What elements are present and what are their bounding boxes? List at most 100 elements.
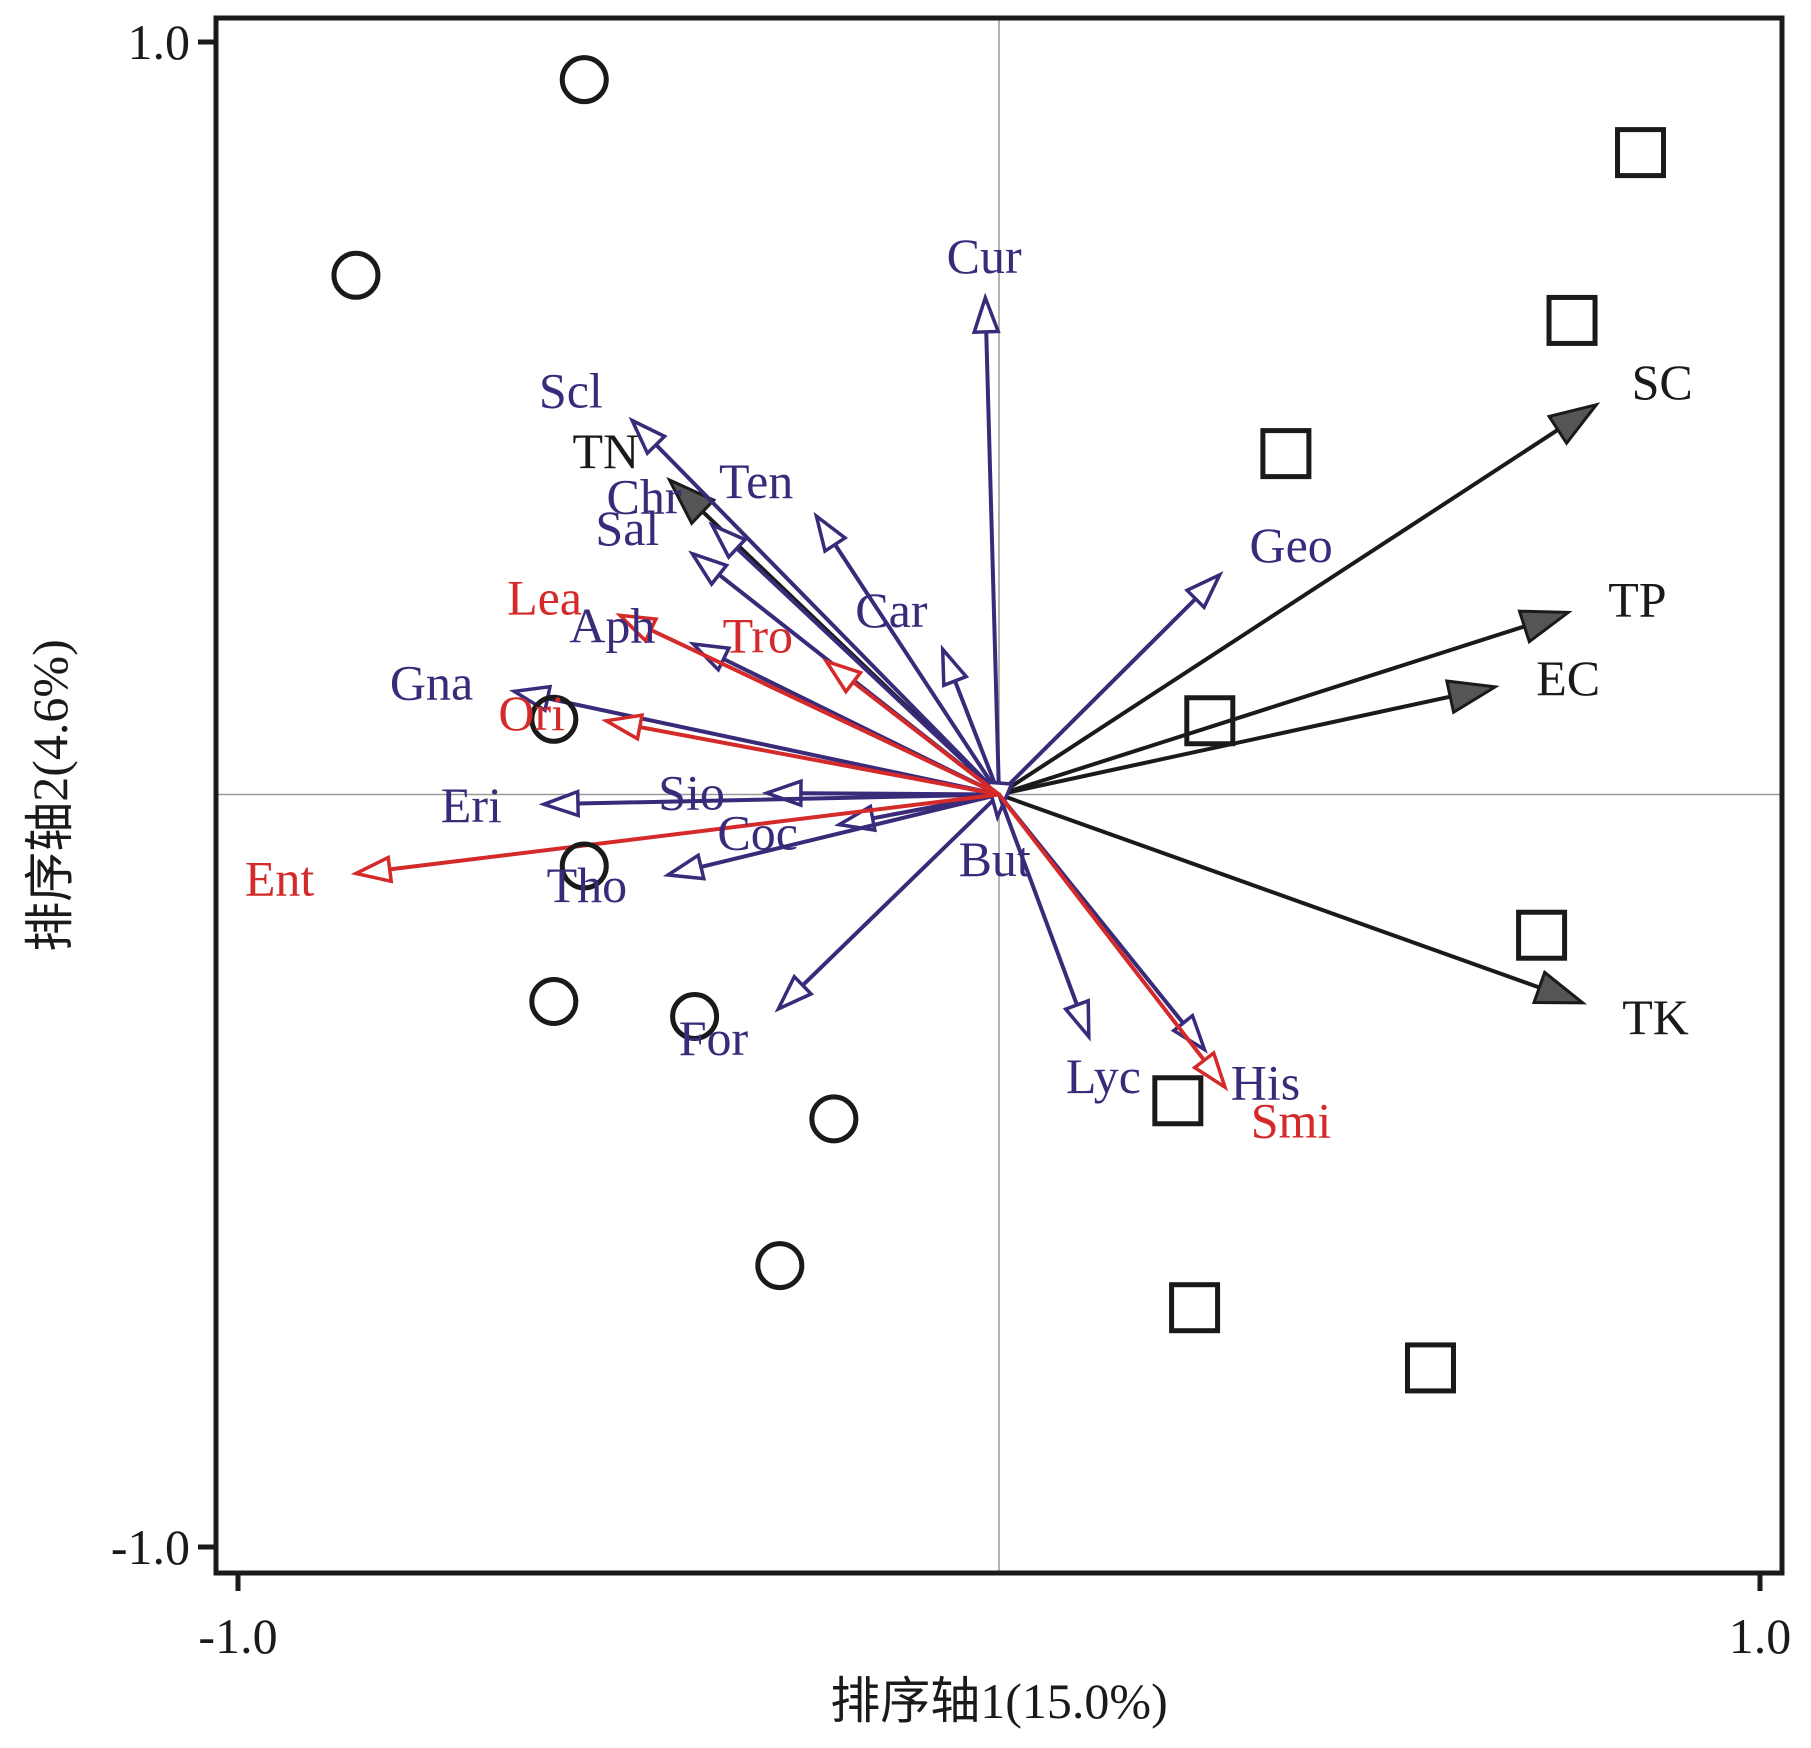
species-label-lyc: Lyc — [1066, 1048, 1141, 1104]
species-vector-eri — [538, 789, 1001, 818]
site-circle-marker — [755, 1241, 805, 1291]
environment-vector-tp — [997, 609, 1573, 797]
indicator-arrow-shaft — [637, 725, 1001, 797]
environment-arrow-head — [1517, 609, 1573, 645]
site-circle-marker — [331, 250, 381, 300]
environment-label-tn: TN — [572, 423, 639, 479]
site-square-marker — [1516, 909, 1568, 961]
indicator-vector-tro — [822, 658, 1001, 797]
species-vector-geo — [997, 571, 1224, 797]
species-vector-cur — [971, 292, 1001, 797]
site-circle-marker — [559, 841, 609, 891]
y-tick-label: 1.0 — [128, 14, 191, 70]
species-vector-for — [774, 792, 1001, 1013]
environment-arrow-shaft — [997, 792, 1542, 990]
indicator-vector-lea — [615, 613, 1001, 797]
species-arrow-head — [1184, 571, 1224, 611]
species-arrow-shaft — [734, 546, 1001, 797]
species-label-his: His — [1231, 1054, 1300, 1110]
species-label-aph: Aph — [569, 598, 655, 654]
species-label-chr: Chr — [607, 468, 682, 524]
species-label-ten: Ten — [719, 453, 793, 509]
species-vector-scl — [628, 416, 1001, 797]
environment-arrow-head — [1546, 402, 1601, 446]
indicator-arrow-shaft — [997, 792, 1207, 1063]
plot-frame — [213, 15, 1785, 1576]
site-markers — [331, 55, 1667, 1394]
site-square-marker — [1169, 1282, 1221, 1334]
species-arrow-head — [774, 973, 815, 1013]
species-arrow-head — [688, 550, 730, 588]
species-vector-car — [940, 644, 1001, 797]
species-arrow-shaft — [952, 678, 1001, 797]
indicator-vector-smi — [997, 792, 1229, 1092]
environment-arrow-head — [666, 476, 717, 526]
indicator-species-vectors — [350, 613, 1229, 1092]
species-label-geo: Geo — [1250, 517, 1333, 573]
indicator-label-lea: Lea — [507, 570, 582, 626]
species-vector-tho — [662, 792, 1001, 881]
indicator-arrow-shaft — [851, 680, 1001, 797]
site-square-marker — [1184, 695, 1236, 747]
species-arrow-shaft — [654, 442, 1001, 797]
site-square-marker — [1546, 294, 1598, 346]
species-vector-chr — [708, 521, 1001, 797]
indicator-label-smi: Smi — [1251, 1093, 1332, 1149]
y-tick-label: -1.0 — [111, 1519, 190, 1575]
species-vector-ten — [813, 511, 1001, 797]
species-label-scl: Scl — [539, 363, 603, 419]
species-arrow-shaft — [997, 792, 1079, 1007]
indicator-label-ent: Ent — [245, 851, 315, 907]
indicator-arrow-head — [615, 613, 659, 644]
species-vector-lyc — [997, 792, 1091, 1042]
site-square-marker — [1615, 127, 1667, 179]
site-circle-marker — [529, 976, 579, 1026]
species-arrow-head — [538, 789, 581, 818]
y-axis-title: 排序轴2(4.6%) — [22, 639, 78, 951]
site-circle-marker — [809, 1094, 859, 1144]
species-arrow-head — [1062, 998, 1091, 1042]
species-arrow-shaft — [800, 792, 1001, 988]
species-arrow-head — [708, 521, 749, 561]
species-arrow-shaft — [833, 542, 1001, 797]
site-circle-marker — [670, 991, 720, 1041]
indicator-arrow-head — [1191, 1050, 1229, 1092]
environment-arrow-shaft — [997, 427, 1560, 797]
x-tick-label: -1.0 — [198, 1608, 277, 1664]
x-tick-label: 1.0 — [1729, 1608, 1792, 1664]
x-axis-title: 排序轴1(15.0%) — [830, 1673, 1167, 1729]
site-circle-marker — [559, 55, 609, 105]
environment-arrow-head — [1531, 969, 1588, 1005]
species-arrow-head — [971, 292, 1001, 335]
environment-vector-tk — [997, 792, 1588, 1005]
site-square-marker — [1404, 1342, 1456, 1394]
environment-vectors — [666, 402, 1601, 1005]
species-arrow-shaft — [984, 329, 1001, 797]
site-square-marker — [1260, 428, 1312, 480]
species-label-tho: Tho — [547, 857, 628, 913]
environment-vector-sc — [997, 402, 1601, 797]
species-arrow-head — [940, 644, 970, 688]
indicator-arrow-shaft — [648, 627, 1001, 797]
indicator-arrow-head — [822, 658, 864, 695]
site-circle-marker — [529, 694, 579, 744]
indicator-label-ori: Ori — [498, 685, 565, 741]
environment-arrow-head — [1444, 679, 1500, 715]
species-label-for: For — [679, 1010, 749, 1066]
species-label-coc: Coc — [717, 804, 798, 860]
species-arrow-head — [813, 511, 849, 554]
species-arrow-shaft — [997, 596, 1198, 797]
species-arrow-head — [662, 852, 707, 881]
species-arrow-shaft — [575, 792, 1001, 806]
indicator-arrow-shaft — [387, 792, 1001, 872]
environment-label-tp: TP — [1608, 572, 1666, 628]
indicator-vector-ent — [350, 792, 1001, 884]
species-arrow-shaft — [699, 792, 1001, 869]
site-square-marker — [1152, 1075, 1204, 1127]
species-label-sio: Sio — [658, 765, 725, 821]
species-label-car: Car — [855, 582, 928, 638]
species-arrow-head — [628, 416, 668, 457]
indicator-arrow-head — [350, 854, 394, 884]
